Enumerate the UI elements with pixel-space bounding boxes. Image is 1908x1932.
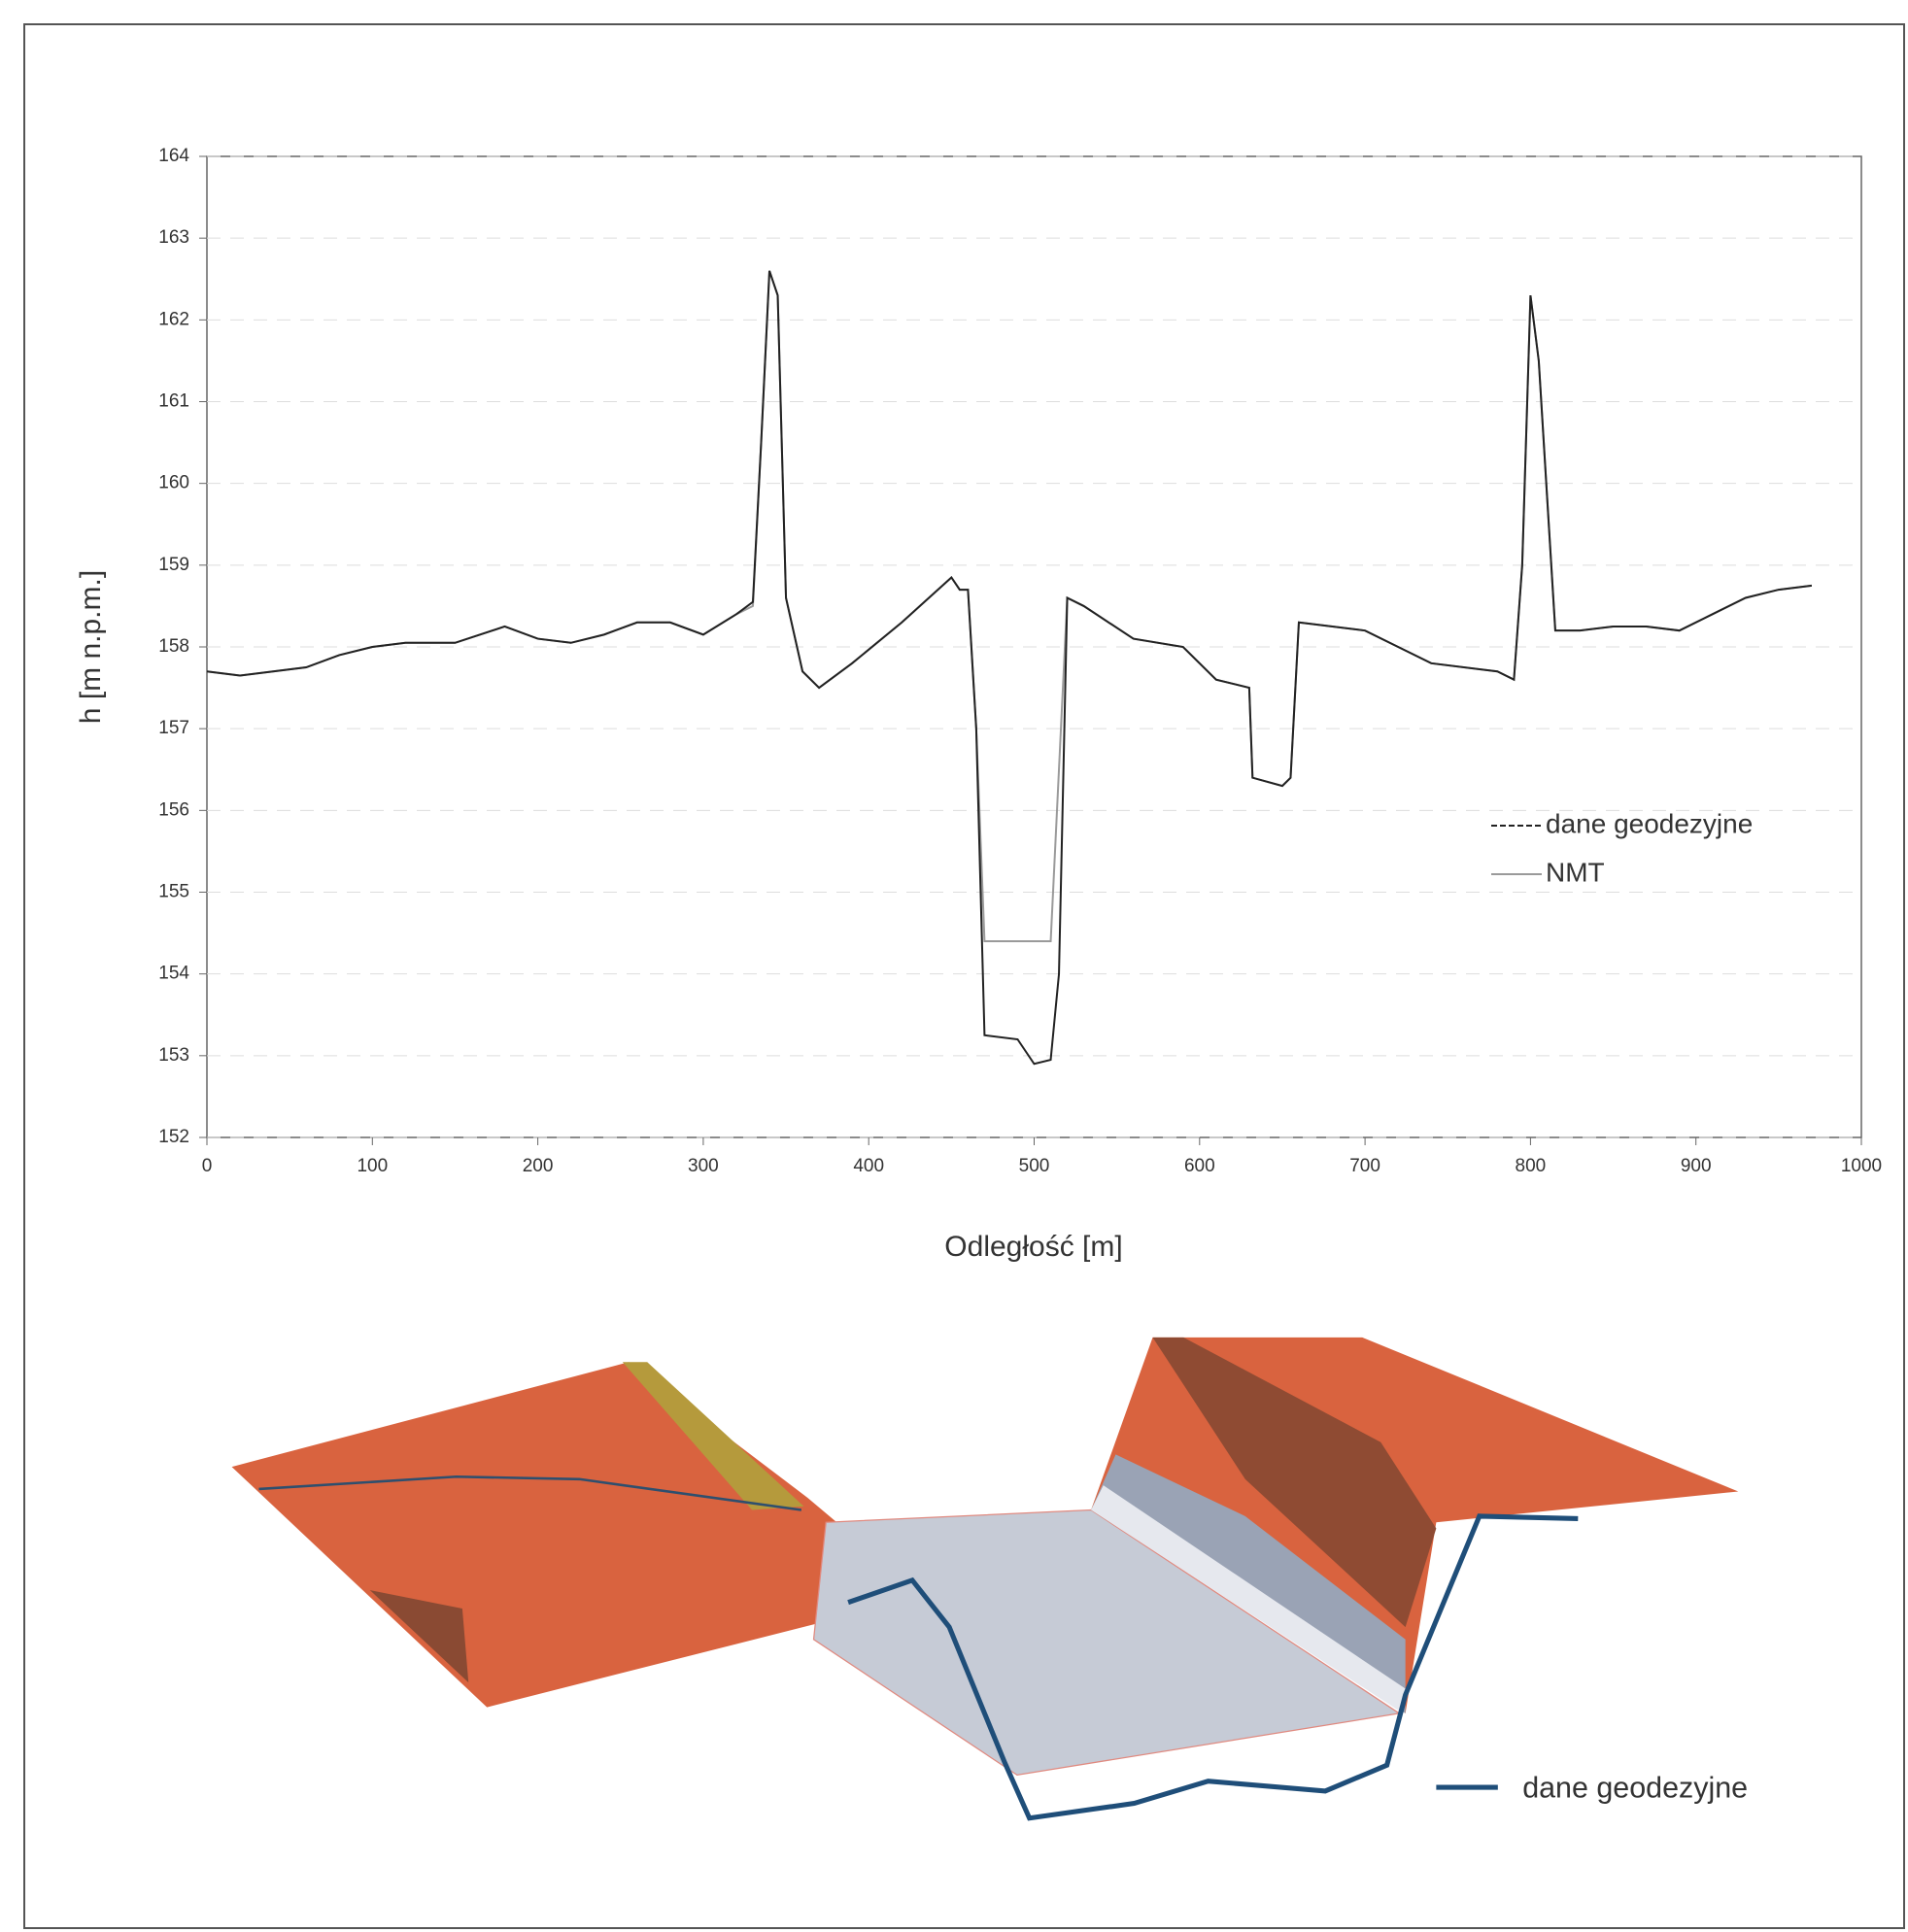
y-tick-label: 156 — [158, 799, 189, 820]
survey-profile — [847, 1513, 1579, 1821]
x-tick-label: 900 — [1681, 1156, 1712, 1176]
data-line — [206, 270, 1813, 942]
figure-frame — [23, 23, 1905, 1929]
right-slope — [1152, 1337, 1437, 1628]
y-tick-label: 152 — [158, 1127, 189, 1147]
left-slope — [622, 1362, 804, 1510]
y-tick-label: 153 — [158, 1045, 189, 1066]
legend-label: NMT — [1546, 857, 1605, 887]
y-tick-label: 158 — [158, 636, 189, 657]
legend-label: dane geodezyjne — [1522, 1772, 1748, 1805]
x-tick-label: 0 — [202, 1156, 213, 1176]
y-tick-label: 162 — [158, 309, 189, 329]
y-tick-label: 155 — [158, 882, 189, 902]
x-axis-label: Odległość [m] — [944, 1231, 1122, 1263]
y-tick-label: 159 — [158, 555, 189, 575]
x-tick-label: 200 — [523, 1156, 554, 1176]
legend-label: dane geodezyjne — [1546, 808, 1753, 838]
y-tick-label: 164 — [158, 146, 189, 166]
x-tick-label: 100 — [357, 1156, 388, 1176]
y-tick-label: 163 — [158, 227, 189, 248]
y-tick-label: 154 — [158, 964, 189, 984]
y-tick-label: 160 — [158, 473, 189, 493]
left-bank — [231, 1362, 925, 1708]
y-tick-label: 161 — [158, 391, 189, 412]
terrain-3d: dane geodezyjne — [231, 1337, 1748, 1821]
profile-trace — [258, 1474, 802, 1511]
right-slope-edge — [1091, 1485, 1406, 1713]
river-floor — [812, 1508, 1402, 1777]
x-tick-label: 500 — [1019, 1156, 1050, 1176]
data-line — [206, 270, 1813, 1066]
y-tick-label: 157 — [158, 718, 189, 738]
x-tick-label: 800 — [1516, 1156, 1547, 1176]
x-tick-label: 600 — [1184, 1156, 1215, 1176]
left-shadow — [369, 1590, 469, 1683]
x-tick-label: 700 — [1349, 1156, 1380, 1176]
x-tick-label: 1000 — [1841, 1156, 1882, 1176]
x-tick-label: 400 — [853, 1156, 884, 1176]
x-tick-label: 300 — [688, 1156, 719, 1176]
y-axis-label: h [m n.p.m.] — [75, 570, 107, 724]
